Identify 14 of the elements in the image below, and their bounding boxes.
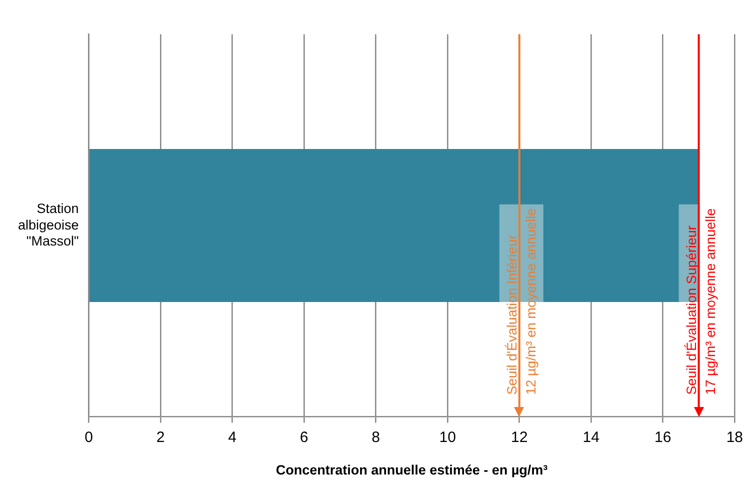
x-tick-label: 0 bbox=[84, 428, 93, 446]
ref-line-label: Seuil d'Évaluation Supérieur 17 µg/m³ en moyenne annuelle bbox=[684, 208, 718, 395]
x-tick-label: 2 bbox=[156, 428, 165, 446]
x-tick-label: 10 bbox=[439, 428, 456, 446]
x-tick-label: 4 bbox=[228, 428, 236, 446]
x-tick-label: 14 bbox=[582, 428, 600, 446]
x-tick-label: 18 bbox=[726, 428, 743, 446]
x-tick-label: 6 bbox=[300, 428, 308, 446]
ref-line-label: Seuil d'Évaluation Inférieur 12 µg/m³ en moyenne annuelle bbox=[504, 208, 539, 395]
x-tick-label: 8 bbox=[372, 428, 380, 446]
x-axis-title: Concentration annuelle estimée - en µg/m³ bbox=[276, 462, 548, 478]
x-tick-label: 12 bbox=[511, 428, 528, 446]
y-tick-label: Station albigeoise "Massol" bbox=[18, 201, 79, 248]
x-tick-label: 16 bbox=[654, 428, 672, 446]
